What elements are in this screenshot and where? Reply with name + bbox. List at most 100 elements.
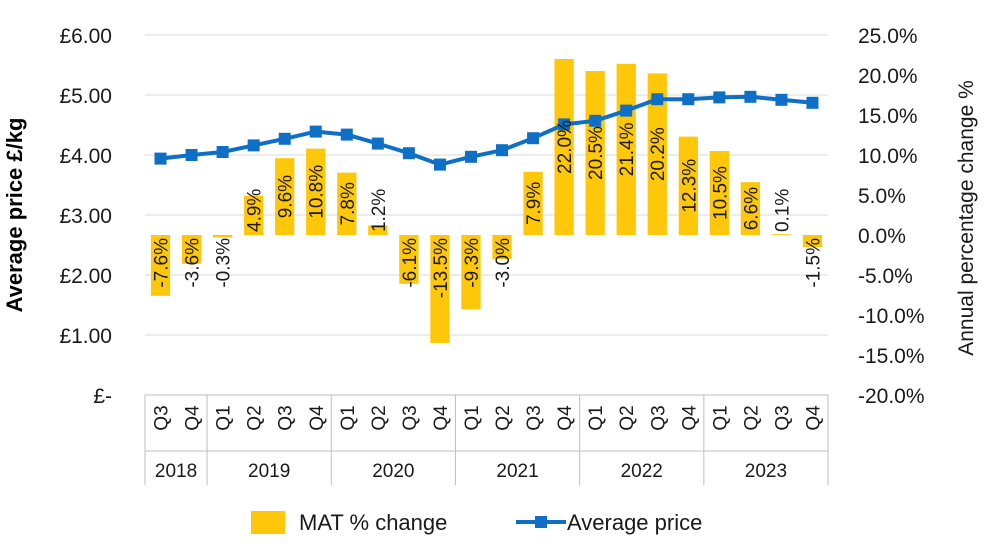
left-tick-label: £3.00 xyxy=(59,205,112,228)
bar-data-label: 4.9% xyxy=(245,189,266,232)
quarter-label: Q1 xyxy=(338,405,359,430)
quarter-label: Q1 xyxy=(214,405,235,430)
price-marker xyxy=(527,132,540,145)
left-tick-label: £4.00 xyxy=(59,145,112,168)
year-label: 2018 xyxy=(155,461,197,482)
legend: MAT % change Average price xyxy=(251,510,702,535)
right-tick-label: 10.0% xyxy=(858,145,918,168)
bar-data-label: 7.8% xyxy=(338,182,359,225)
bar-data-label: -1.5% xyxy=(803,238,824,288)
bar xyxy=(150,235,171,296)
left-axis-ticks: £- £1.00 £2.00 £3.00 £4.00 £5.00 £6.00 xyxy=(59,25,112,408)
price-marker xyxy=(185,149,198,161)
bar-data-label: 12.3% xyxy=(679,159,700,213)
price-marker xyxy=(309,125,322,138)
bar-data-label: 6.6% xyxy=(741,187,762,230)
bar-data-label: 22.0% xyxy=(555,120,576,174)
bar-data-label: 7.9% xyxy=(524,182,545,225)
quarter-label: Q2 xyxy=(245,405,266,430)
price-marker xyxy=(775,93,788,106)
quarter-label: Q1 xyxy=(462,405,483,430)
bar-data-label: 21.4% xyxy=(617,122,638,176)
quarter-label: Q3 xyxy=(772,405,793,430)
legend-marker-average-price xyxy=(535,516,547,528)
price-marker xyxy=(154,152,167,165)
quarter-label: Q2 xyxy=(741,405,762,430)
price-marker xyxy=(340,128,353,141)
bar-data-label: 0.1% xyxy=(772,189,793,232)
price-marker xyxy=(682,93,695,106)
bar xyxy=(554,59,574,235)
price-marker xyxy=(247,139,260,152)
price-marker xyxy=(806,96,819,109)
bar xyxy=(802,235,823,247)
bar xyxy=(181,235,202,264)
bar xyxy=(212,235,233,238)
year-label: 2022 xyxy=(621,461,663,482)
bar xyxy=(585,71,605,235)
legend-swatch-mat-change xyxy=(251,511,285,534)
bar xyxy=(647,73,667,236)
price-marker xyxy=(496,144,509,157)
bar xyxy=(523,171,543,235)
right-tick-label: 20.0% xyxy=(858,65,918,88)
bar-data-label: 10.5% xyxy=(710,166,731,220)
bar-data-label: -0.3% xyxy=(214,238,235,288)
price-line xyxy=(160,94,813,167)
quarter-label: Q4 xyxy=(183,405,204,431)
bar xyxy=(678,136,698,235)
quarter-label: Q1 xyxy=(710,405,731,430)
left-tick-label: £- xyxy=(93,385,112,408)
bar-data-labels: -7.6% -3.6% -0.3% 4.9% 9.6% 10.8% 7.8% 1.2% -6.1… xyxy=(152,120,825,298)
quarter-label: Q4 xyxy=(431,405,452,431)
right-axis-title: Annual percentage change % xyxy=(955,80,978,356)
left-tick-label: £5.00 xyxy=(59,85,112,108)
quarter-label: Q2 xyxy=(617,405,638,430)
right-tick-label: -5.0% xyxy=(858,265,913,288)
year-label: 2023 xyxy=(745,461,787,482)
bar-data-label: 20.2% xyxy=(648,127,669,181)
year-label: 2020 xyxy=(372,461,414,482)
bar xyxy=(430,235,450,343)
right-tick-label: 0.0% xyxy=(858,225,906,248)
bar-data-label: -7.6% xyxy=(152,238,173,288)
bar-data-label: 9.6% xyxy=(276,175,297,218)
bar xyxy=(368,225,388,235)
bar xyxy=(461,235,481,310)
price-marker xyxy=(558,118,571,131)
quarter-label: Q3 xyxy=(648,405,669,430)
year-label: 2021 xyxy=(496,461,538,482)
line-series-average-price xyxy=(154,90,819,171)
price-marker xyxy=(651,93,664,106)
price-marker xyxy=(589,114,602,127)
price-marker xyxy=(216,146,229,158)
legend-label-mat-change: MAT % change xyxy=(299,510,447,535)
price-marker xyxy=(371,137,384,150)
bar xyxy=(306,148,326,235)
right-tick-label: -10.0% xyxy=(858,305,925,328)
price-marker xyxy=(464,150,477,163)
right-tick-label: 5.0% xyxy=(858,185,906,208)
quarter-label: Q1 xyxy=(586,405,607,430)
quarter-label: Q2 xyxy=(369,405,390,430)
right-tick-label: 25.0% xyxy=(858,25,918,48)
bar xyxy=(337,172,357,235)
left-tick-label: £2.00 xyxy=(59,265,112,288)
quarter-label: Q4 xyxy=(555,405,576,431)
bar xyxy=(709,151,729,235)
left-tick-label: £1.00 xyxy=(59,325,112,348)
price-marker xyxy=(744,90,757,103)
legend-label-average-price: Average price xyxy=(567,510,702,535)
left-tick-label: £6.00 xyxy=(59,25,112,48)
bar-data-label: 1.2% xyxy=(369,189,390,232)
bar xyxy=(492,235,512,259)
price-marker xyxy=(433,158,446,171)
price-marker xyxy=(402,147,415,160)
price-marker xyxy=(278,132,291,145)
quarter-label: Q3 xyxy=(152,405,173,430)
bar xyxy=(740,182,761,235)
bar xyxy=(771,234,792,236)
bar-data-label: 20.5% xyxy=(586,126,607,180)
left-axis-title: Average price £/kg xyxy=(2,118,27,313)
